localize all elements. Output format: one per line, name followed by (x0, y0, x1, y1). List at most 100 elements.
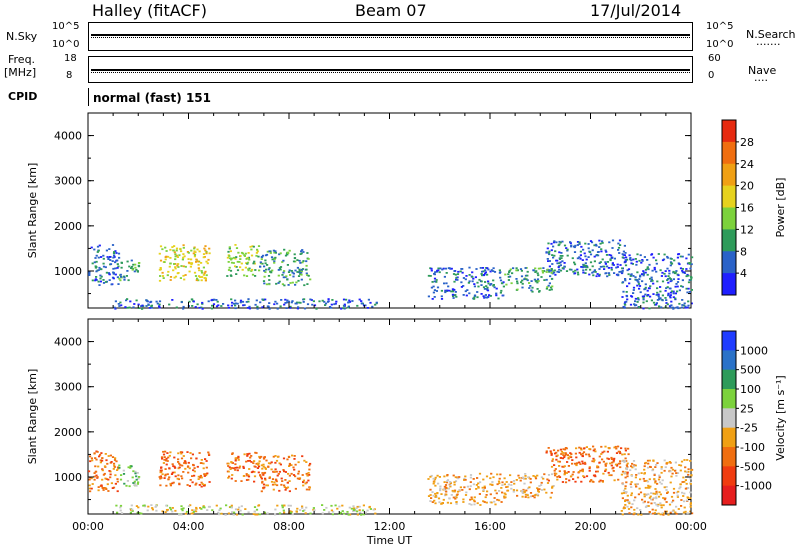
power-echo-cell (652, 256, 655, 259)
power-echo-cell (541, 270, 544, 272)
velocity-echo-cell (118, 466, 121, 469)
nave-right-tick-top: 60 (708, 53, 721, 64)
power-echo-cell (284, 302, 287, 304)
velocity-echo-cell (101, 457, 104, 459)
power-echo-cell (159, 275, 162, 277)
velocity-echo-cell (275, 459, 279, 462)
power-echo-cell (535, 279, 538, 282)
velocity-echo-cell (639, 478, 642, 481)
velocity-echo-cell (670, 495, 674, 498)
velocity-echo-cell (95, 458, 98, 461)
power-echo-cell (294, 302, 297, 305)
velocity-echo-cell (588, 466, 591, 468)
velocity-echo-cell (671, 468, 674, 471)
power-echo-cell (545, 278, 548, 281)
power-echo-cell (98, 284, 101, 286)
velocity-echo-cell (230, 504, 233, 507)
power-echo-cell (570, 244, 573, 247)
velocity-echo-cell (308, 464, 311, 467)
velocity-echo-cell (660, 482, 663, 485)
velocity-echo-cell (261, 481, 264, 484)
velocity-echo-cell (90, 487, 93, 490)
power-echo-cell (241, 300, 245, 303)
velocity-echo-cell (180, 457, 184, 460)
velocity-echo-cell (621, 470, 625, 473)
power-echo-cell (652, 293, 655, 295)
power-echo-cell (615, 266, 618, 269)
velocity-echo-cell (100, 452, 103, 454)
power-echo-cell (99, 277, 102, 280)
velocity-echo-cell (519, 479, 522, 482)
velocity-echo-cell (282, 509, 285, 512)
velocity-echo-cell (303, 459, 306, 462)
power-echo-cell (176, 256, 179, 258)
power-echo-cell (180, 301, 183, 304)
power-echo-cell (635, 260, 638, 263)
velocity-echo-cell (621, 497, 624, 500)
velocity-echo-cell (193, 509, 196, 512)
velocity-echo-cell (579, 469, 582, 472)
power-echo-cell (585, 258, 588, 261)
power-echo-cell (197, 263, 200, 266)
power-echo-cell (657, 295, 660, 298)
velocity-echo-cell (93, 472, 96, 474)
power-echo-cell (298, 269, 301, 272)
power-echo-cell (300, 278, 303, 281)
velocity-echo-cell (356, 510, 359, 513)
power-echo-cell (533, 278, 536, 281)
power-echo-cell (165, 250, 168, 252)
velocity-echo-cell (434, 492, 437, 495)
power-echo-cell (208, 247, 211, 250)
velocity-echo-cell (670, 475, 673, 478)
velocity-echo-cell (171, 507, 174, 509)
power-echo-cell (578, 241, 581, 244)
velocity-echo-cell (101, 478, 104, 481)
velocity-echo-cell (116, 490, 119, 493)
velocity-echo-cell (647, 486, 650, 488)
power-echo-cell (563, 265, 566, 268)
power-echo-cell (264, 254, 268, 257)
velocity-echo-cell (679, 486, 682, 488)
power-echo-cell (486, 267, 489, 269)
power-echo-cell (301, 249, 304, 251)
power-echo-cell (548, 270, 551, 273)
power-echo-cell (254, 275, 257, 277)
velocity-echo-cell (231, 453, 234, 455)
power-echo-cell (290, 301, 293, 304)
velocity-echo-cell (625, 481, 628, 484)
power-echo-cell (681, 255, 684, 258)
power-echo-cell (187, 258, 190, 260)
velocity-echo-cell (151, 508, 154, 511)
velocity-echo-cell (446, 480, 449, 483)
velocity-echo-cell (232, 467, 235, 470)
power-echo-cell (516, 288, 519, 291)
velocity-echo-cell (572, 478, 575, 480)
power-echo-cell (301, 261, 304, 264)
velocity-echo-cell (449, 481, 452, 483)
velocity-echo-cell (288, 462, 291, 465)
velocity-echo-cell (554, 474, 557, 477)
velocity-echo-cell (246, 455, 249, 457)
velocity-echo-cell (668, 503, 672, 506)
power-echo-cell (302, 301, 305, 303)
velocity-echo-cell (612, 470, 615, 472)
power-echo-cell (173, 245, 176, 247)
velocity-echo-cell (253, 510, 256, 513)
velocity-echo-cell (91, 459, 94, 462)
power-echo-cell (268, 250, 271, 253)
power-echo-cell (687, 262, 690, 264)
velocity-echo-cell (448, 497, 451, 500)
power-echo-cell (212, 303, 216, 306)
power-echo-cell (306, 283, 309, 285)
power-echo-cell (607, 272, 611, 274)
velocity-echo-cell (661, 479, 664, 482)
velocity-echo-cell (108, 470, 111, 472)
velocity-echo-cell (634, 468, 637, 471)
velocity-echo-cell (112, 468, 115, 470)
power-echo-cell (168, 303, 171, 306)
velocity-echo-cell (444, 484, 448, 486)
velocity-echo-cell (180, 513, 183, 516)
power-echo-cell (557, 271, 561, 273)
velocity-echo-cell (181, 464, 184, 467)
